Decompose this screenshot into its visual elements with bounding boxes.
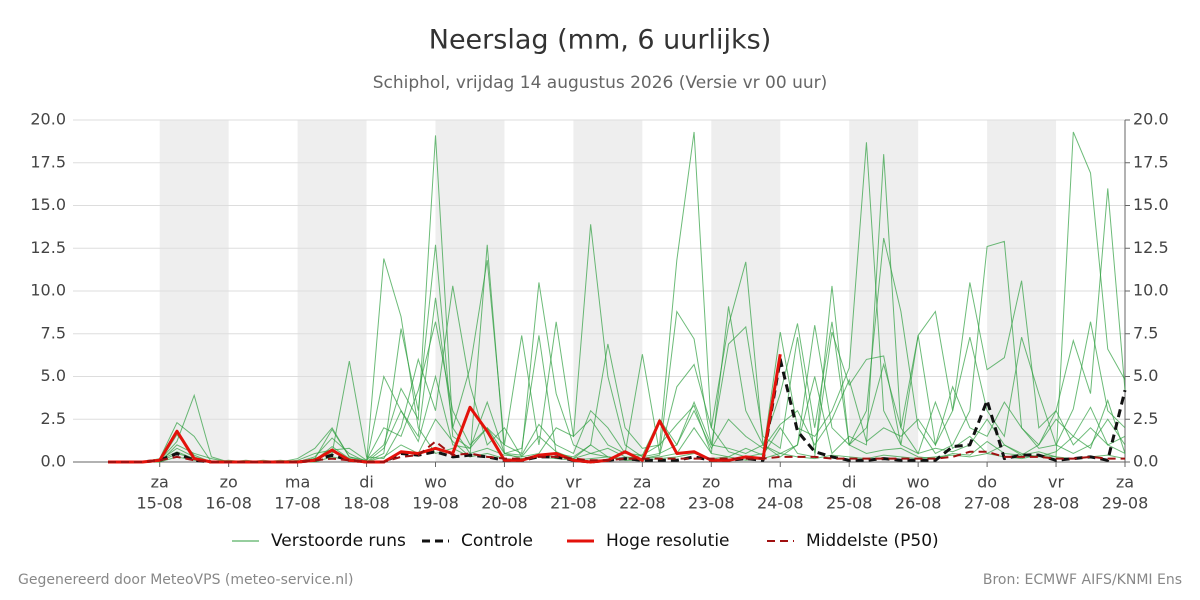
x-tick-label: 20-08 xyxy=(481,494,528,513)
legend-label: Middelste (P50) xyxy=(806,531,939,551)
x-tick-weekday: za xyxy=(633,473,651,492)
x-tick-label: 29-08 xyxy=(1102,494,1149,513)
x-tick-label: 21-08 xyxy=(550,494,597,513)
x-tick-label: 16-08 xyxy=(205,494,252,513)
legend-label: Hoge resolutie xyxy=(606,531,730,551)
y2-tick-label: 20.0 xyxy=(1133,110,1169,129)
x-tick-weekday: zo xyxy=(702,473,720,492)
y2-tick-label: 12.5 xyxy=(1133,238,1169,257)
y-tick-label: 10.0 xyxy=(30,281,66,300)
x-tick-label: 24-08 xyxy=(757,494,804,513)
x-tick-weekday: ma xyxy=(285,473,310,492)
y2-tick-label: 0.0 xyxy=(1133,452,1158,471)
y2-tick-label: 15.0 xyxy=(1133,195,1169,214)
x-tick-label: 27-08 xyxy=(964,494,1011,513)
y2-tick-label: 5.0 xyxy=(1133,366,1158,385)
series-line xyxy=(108,440,1125,463)
y-tick-label: 15.0 xyxy=(30,195,66,214)
legend-label: Controle xyxy=(461,531,533,551)
y-tick-label: 7.5 xyxy=(41,323,66,342)
y-tick-label: 20.0 xyxy=(30,110,66,129)
x-tick-label: 15-08 xyxy=(136,494,183,513)
x-tick-weekday: vr xyxy=(1048,473,1064,492)
x-tick-weekday: ma xyxy=(768,473,793,492)
x-tick-label: 28-08 xyxy=(1033,494,1080,513)
x-tick-label: 22-08 xyxy=(619,494,666,513)
chart-subtitle: Schiphol, vrijdag 14 augustus 2026 (Vers… xyxy=(373,73,828,93)
y-tick-label: 5.0 xyxy=(41,366,66,385)
series-line xyxy=(108,354,782,464)
x-tick-weekday: zo xyxy=(220,473,238,492)
x-tick-label: 18-08 xyxy=(343,494,390,513)
x-tick-label: 19-08 xyxy=(412,494,459,513)
y-tick-label: 0.0 xyxy=(41,452,66,471)
y2-tick-label: 7.5 xyxy=(1133,323,1158,342)
x-tick-label: 26-08 xyxy=(895,494,942,513)
x-tick-weekday: vr xyxy=(565,473,581,492)
x-tick-weekday: do xyxy=(494,473,514,492)
x-tick-label: 17-08 xyxy=(274,494,321,513)
footer-left: Gegenereerd door MeteoVPS (meteo-service… xyxy=(18,572,353,588)
x-tick-weekday: wo xyxy=(424,473,447,492)
y-tick-label: 2.5 xyxy=(41,409,66,428)
x-tick-weekday: za xyxy=(151,473,169,492)
legend-label: Verstoorde runs xyxy=(271,531,406,551)
x-tick-weekday: wo xyxy=(907,473,930,492)
x-tick-weekday: di xyxy=(359,473,374,492)
y-tick-label: 17.5 xyxy=(30,152,66,171)
y2-tick-label: 10.0 xyxy=(1133,281,1169,300)
x-tick-weekday: di xyxy=(842,473,857,492)
chart-title: Neerslag (mm, 6 uurlijks) xyxy=(429,25,771,56)
y-tick-label: 12.5 xyxy=(30,238,66,257)
y2-tick-label: 17.5 xyxy=(1133,152,1169,171)
x-tick-label: 25-08 xyxy=(826,494,873,513)
x-tick-weekday: do xyxy=(977,473,997,492)
footer-right: Bron: ECMWF AIFS/KNMI Ens xyxy=(983,572,1182,588)
x-tick-label: 23-08 xyxy=(688,494,735,513)
y2-tick-label: 2.5 xyxy=(1133,409,1158,428)
x-tick-weekday: za xyxy=(1116,473,1134,492)
